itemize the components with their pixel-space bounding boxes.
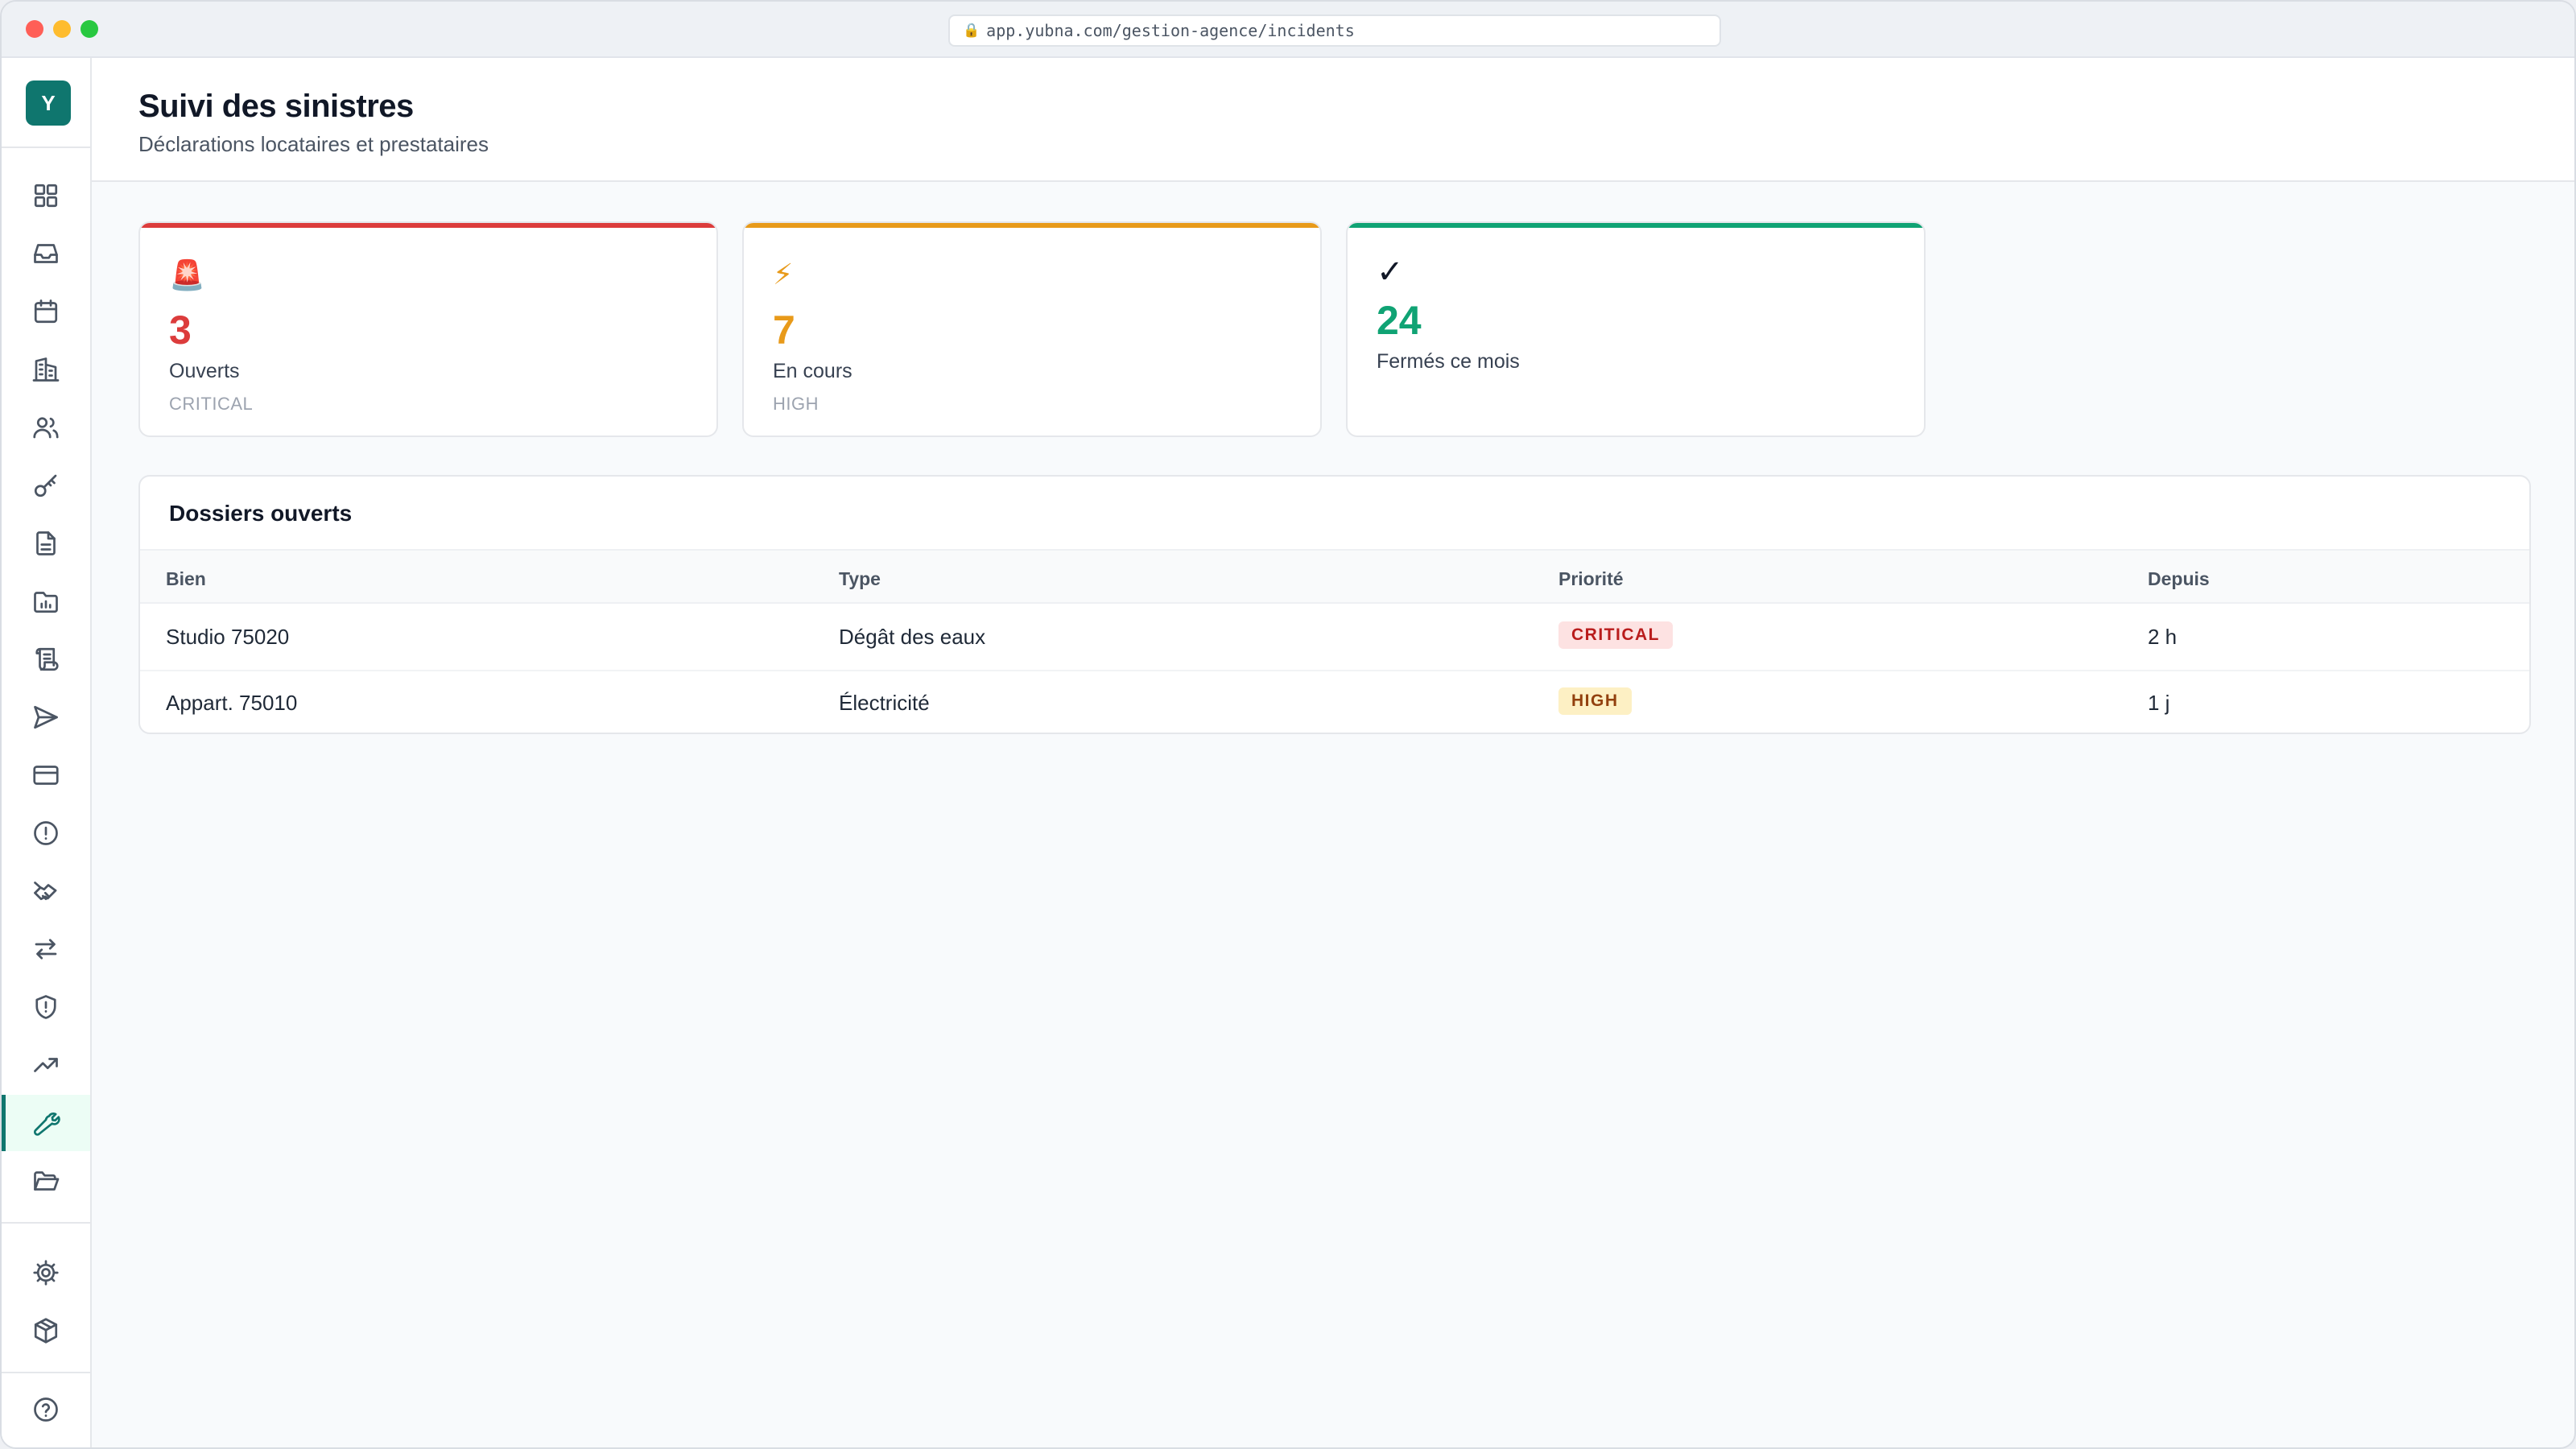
key-icon <box>34 474 57 497</box>
scroll-icon <box>35 647 59 671</box>
sidebar-item-incidents[interactable] <box>2 1095 90 1151</box>
sidebar-item-contracts[interactable] <box>2 631 90 687</box>
sidebar-item-insurance[interactable] <box>2 979 90 1035</box>
stat-label: Fermés ce mois <box>1377 350 1520 373</box>
trending-up-icon <box>34 1058 58 1072</box>
inbox-icon <box>34 244 58 263</box>
stat-value: 7 <box>773 308 795 353</box>
cell-depuis: 2 h <box>2148 625 2178 649</box>
browser-titlebar: 🔒 app.yubna.com/gestion-agence/incidents <box>2 2 2574 58</box>
column-header-priorite[interactable]: Priorité <box>1558 568 1624 589</box>
stat-card-accent <box>1348 223 1924 228</box>
cell-type: Électricité <box>839 691 930 715</box>
shield-alert-icon <box>35 995 56 1019</box>
stat-label: En cours <box>773 360 852 382</box>
page-title: Suivi des sinistres <box>138 89 414 124</box>
sidebar-item-help[interactable] <box>2 1381 90 1438</box>
page-subtitle: Déclarations locataires et prestataires <box>138 132 489 156</box>
sidebar-item-analytics[interactable] <box>2 1037 90 1093</box>
building-icon <box>32 357 60 382</box>
stat-card-closed: ✓ 24 Fermés ce mois <box>1346 221 1926 437</box>
credit-card-icon <box>33 766 59 785</box>
lightning-icon: ⚡ <box>773 258 794 291</box>
maximize-window-button[interactable] <box>80 20 98 38</box>
send-icon <box>34 705 58 729</box>
sidebar-item-partners[interactable] <box>2 863 90 919</box>
handshake-icon <box>34 881 57 901</box>
page-header: Suivi des sinistres Déclarations locatai… <box>92 58 2574 182</box>
sidebar-item-calendar[interactable] <box>2 283 90 340</box>
folder-open-icon <box>34 1171 60 1191</box>
siren-icon: 🚨 <box>169 259 205 292</box>
sidebar-item-reports[interactable] <box>2 573 90 630</box>
folder-chart-icon <box>34 592 58 613</box>
sidebar-item-settings[interactable] <box>2 1245 90 1301</box>
sidebar-item-users[interactable] <box>2 399 90 456</box>
stat-card-accent <box>744 223 1320 228</box>
document-icon <box>36 531 56 555</box>
column-header-bien[interactable]: Bien <box>166 568 206 589</box>
column-header-type[interactable]: Type <box>839 568 881 589</box>
sidebar-item-documents[interactable] <box>2 515 90 572</box>
close-window-button[interactable] <box>26 20 43 38</box>
cell-bien: Studio 75020 <box>166 625 290 649</box>
checkmark-icon: ✓ <box>1377 254 1404 291</box>
open-cases-panel: Dossiers ouverts Bien Type Priorité Depu… <box>138 475 2531 734</box>
dashboard-icon <box>34 184 58 208</box>
cell-type: Dégât des eaux <box>839 625 986 649</box>
minimize-window-button[interactable] <box>53 20 71 38</box>
sidebar-item-payments[interactable] <box>2 747 90 803</box>
transfer-icon <box>35 939 57 960</box>
alert-circle-icon <box>34 821 58 845</box>
sidebar-item-modules[interactable] <box>2 1302 90 1359</box>
address-bar[interactable]: 🔒 app.yubna.com/gestion-agence/incidents <box>948 14 1721 47</box>
settings-icon <box>33 1260 59 1286</box>
sidebar-item-dashboard[interactable] <box>2 167 90 224</box>
table-row[interactable]: Studio 75020 Dégât des eaux CRITICAL 2 h <box>140 605 2529 670</box>
sidebar-divider <box>2 147 90 148</box>
package-icon <box>34 1318 58 1344</box>
stat-card-open: 🚨 3 Ouverts CRITICAL <box>138 221 718 437</box>
lock-icon: 🔒 <box>963 23 980 39</box>
priority-badge: HIGH <box>1558 687 1632 715</box>
url-text: app.yubna.com/gestion-agence/incidents <box>986 21 1355 40</box>
column-header-depuis[interactable]: Depuis <box>2148 568 2210 589</box>
app-logo[interactable]: Y <box>26 80 71 126</box>
sidebar-item-buildings[interactable] <box>2 341 90 398</box>
sidebar-item-keys[interactable] <box>2 457 90 514</box>
help-icon <box>34 1397 58 1422</box>
stat-value: 24 <box>1377 298 1422 343</box>
main-content: Suivi des sinistres Déclarations locatai… <box>92 58 2574 1447</box>
sidebar-divider <box>2 1372 90 1373</box>
table-row[interactable]: Appart. 75010 Électricité HIGH 1 j <box>140 670 2529 733</box>
sidebar-item-messages[interactable] <box>2 689 90 745</box>
sidebar: Y <box>2 58 92 1447</box>
table-header: Bien Type Priorité Depuis <box>140 549 2529 604</box>
sidebar-item-alerts[interactable] <box>2 805 90 861</box>
cell-depuis: 1 j <box>2148 691 2170 715</box>
stat-level: HIGH <box>773 394 819 414</box>
stat-card-in-progress: ⚡ 7 En cours HIGH <box>742 221 1322 437</box>
stat-level: CRITICAL <box>169 394 254 414</box>
cell-bien: Appart. 75010 <box>166 691 298 715</box>
users-icon <box>33 417 59 439</box>
wrench-icon <box>33 1113 60 1136</box>
priority-badge: CRITICAL <box>1558 621 1673 649</box>
sidebar-item-files[interactable] <box>2 1153 90 1209</box>
stat-label: Ouverts <box>169 360 240 382</box>
stat-value: 3 <box>169 308 192 353</box>
sidebar-item-transfers[interactable] <box>2 921 90 977</box>
sidebar-item-inbox[interactable] <box>2 225 90 282</box>
calendar-icon <box>34 299 58 324</box>
sidebar-divider <box>2 1222 90 1224</box>
panel-title: Dossiers ouverts <box>169 501 353 526</box>
stat-card-accent <box>140 223 716 228</box>
